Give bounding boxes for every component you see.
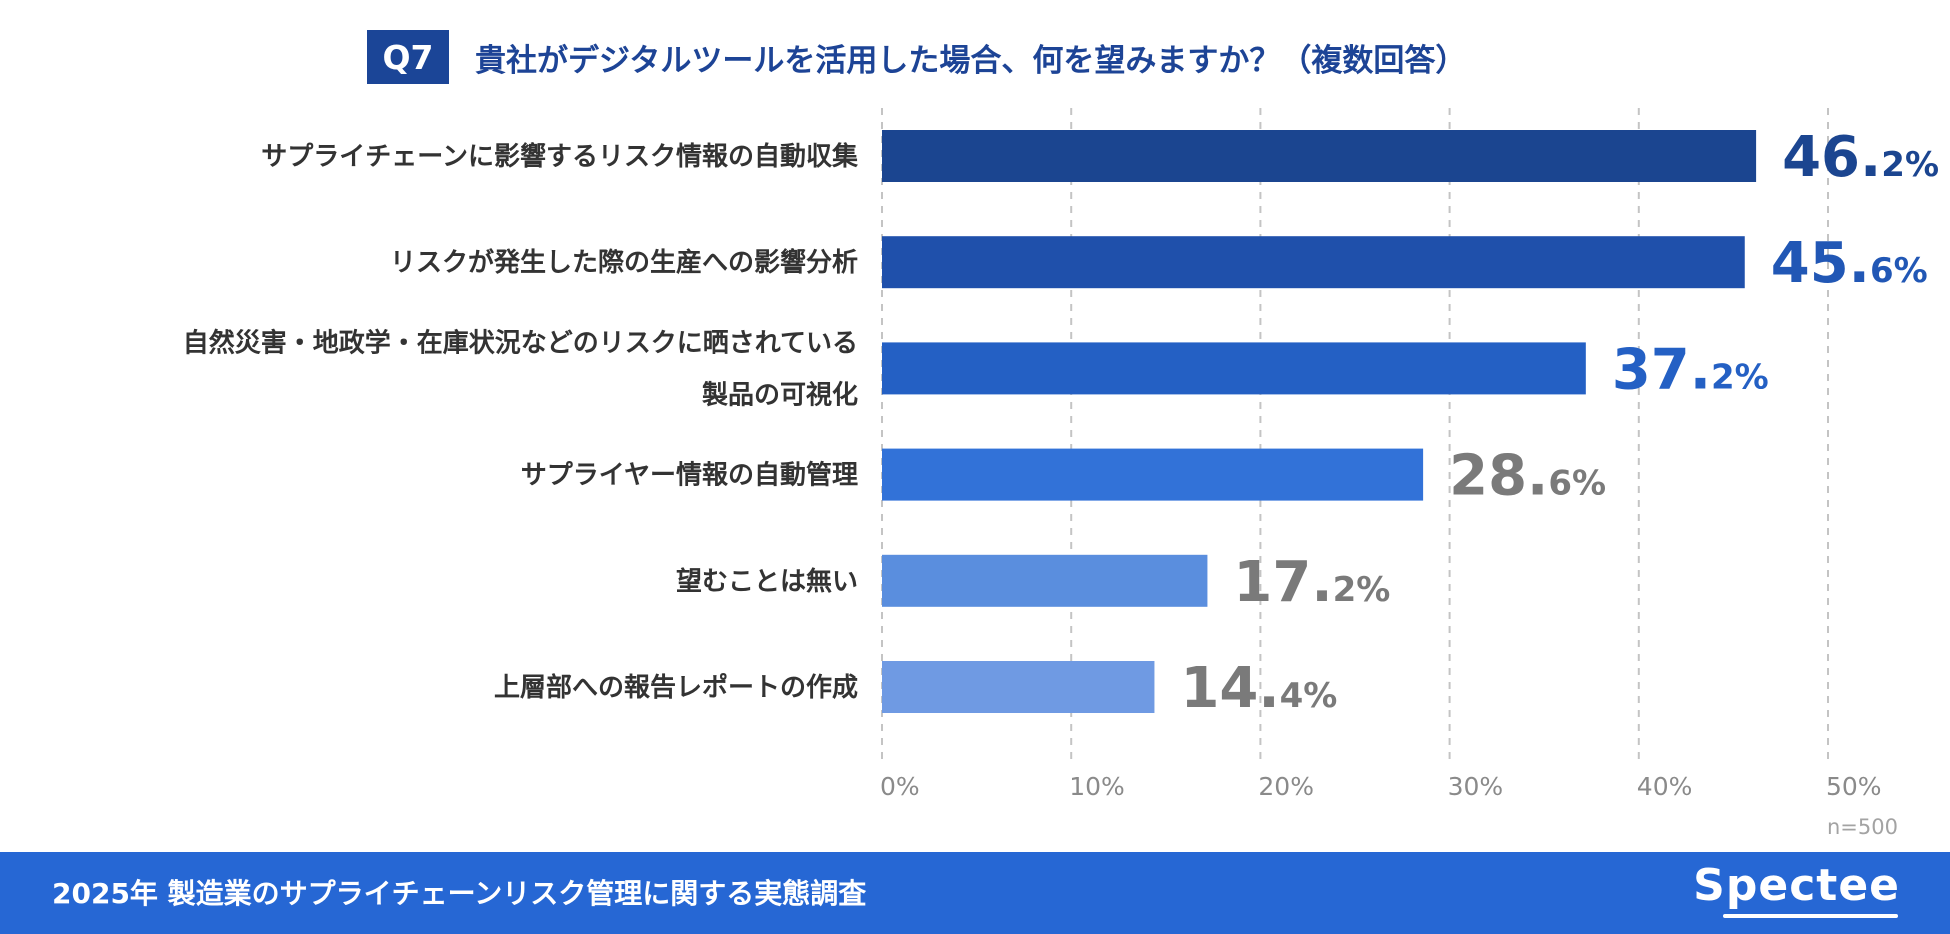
sample-size-note: n=500 — [1827, 815, 1898, 839]
value-label-minor: 2% — [1881, 145, 1939, 185]
bar-chart: 0% 10% 20% 30% 40% 50% サプライチェーンに影響するリスク情報の自動収集… — [183, 108, 1939, 801]
question-text: 貴社がデジタルツールを活用した場合、何を望みますか？（複数回答） — [475, 42, 1467, 79]
logo-underline — [1723, 914, 1898, 918]
value-label-minor: 2% — [1711, 357, 1769, 397]
x-tick-label: 0% — [880, 772, 920, 801]
bar — [882, 661, 1155, 713]
spectee-logo: Spectee — [1693, 860, 1900, 911]
category-label: 上層部への報告レポートの作成 — [494, 672, 858, 703]
value-label-major: 46. — [1782, 125, 1881, 190]
value-label: 28.6% — [1449, 444, 1606, 509]
value-label: 17.2% — [1233, 550, 1390, 615]
category-label: サプライヤー情報の自動管理 — [521, 460, 858, 491]
category-label: 製品の可視化 — [702, 380, 858, 410]
value-label-minor: 6% — [1548, 464, 1606, 504]
value-label-major: 37. — [1612, 337, 1711, 402]
bar — [882, 342, 1586, 395]
x-tick-label: 50% — [1826, 772, 1882, 801]
value-label: 46.2% — [1782, 125, 1939, 190]
footer-bar: 2025年 製造業のサプライチェーンリスク管理に関する実態調査 Spectee — [0, 852, 1950, 934]
question-badge: Q7 — [367, 30, 449, 84]
bar — [882, 448, 1424, 501]
category-label: リスクが発生した際の生産への影響分析 — [390, 247, 858, 278]
value-label-major: 28. — [1449, 444, 1548, 509]
bar — [882, 130, 1757, 182]
category-label: 望むことは無い — [676, 567, 858, 597]
value-label-minor: 6% — [1870, 251, 1928, 291]
value-label: 37.2% — [1612, 337, 1769, 402]
category-label: サプライチェーンに影響するリスク情報の自動収集 — [261, 141, 859, 172]
x-tick-label: 10% — [1069, 772, 1125, 801]
x-tick-label: 20% — [1258, 772, 1314, 801]
survey-title: 2025年 製造業のサプライチェーンリスク管理に関する実態調査 — [52, 877, 867, 910]
value-label-major: 14. — [1180, 656, 1279, 721]
value-label: 45.6% — [1771, 231, 1928, 296]
value-label-minor: 2% — [1333, 570, 1391, 610]
x-tick-label: 30% — [1448, 772, 1504, 801]
bar — [882, 236, 1745, 289]
value-label-major: 45. — [1771, 231, 1870, 296]
chart-title: Q7 貴社がデジタルツールを活用した場合、何を望みますか？（複数回答） — [367, 30, 1466, 84]
category-label: 自然災害・地政学・在庫状況などのリスクに晒されている — [183, 327, 858, 358]
bar — [882, 554, 1208, 607]
value-label: 14.4% — [1180, 656, 1337, 721]
value-label-major: 17. — [1233, 550, 1332, 615]
x-tick-label: 40% — [1637, 772, 1693, 801]
value-label-minor: 4% — [1280, 676, 1338, 716]
